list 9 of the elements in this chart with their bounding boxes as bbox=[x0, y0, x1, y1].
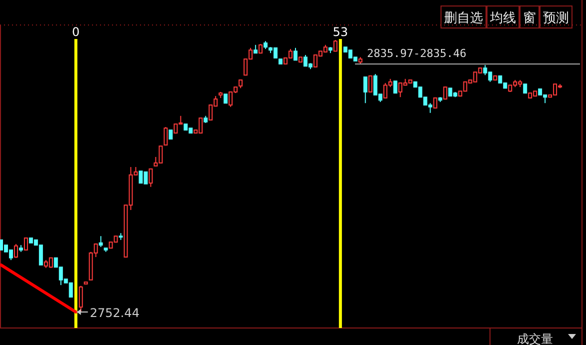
x-tick-label: 0 bbox=[72, 25, 80, 39]
annotation: 2752.44 bbox=[90, 306, 140, 320]
text: 窗 bbox=[523, 10, 536, 26]
x-tick-label: 53 bbox=[332, 25, 348, 39]
text: 成交量 bbox=[517, 332, 553, 345]
text: 均线 bbox=[489, 11, 516, 26]
annotation: 2835.97-2835.46 bbox=[367, 47, 466, 60]
text: 删自选 bbox=[444, 11, 483, 26]
text: 预测 bbox=[543, 11, 569, 26]
